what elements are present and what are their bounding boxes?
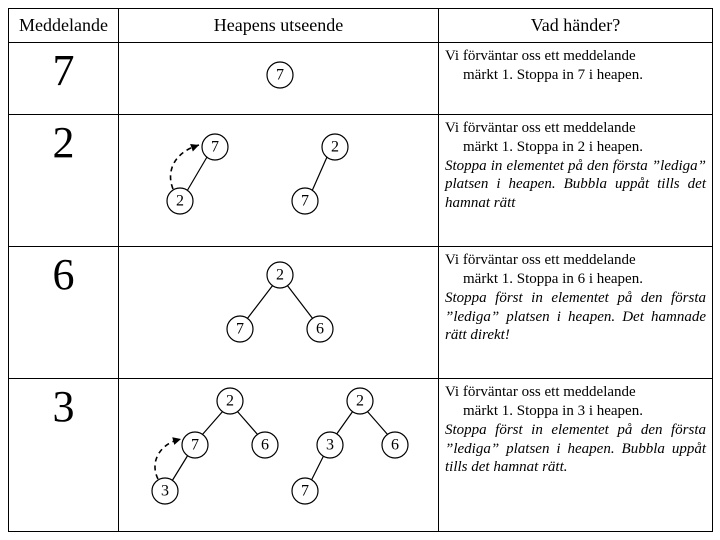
svg-text:7: 7 xyxy=(236,321,244,338)
header-vad: Vad händer? xyxy=(439,9,713,43)
svg-text:7: 7 xyxy=(191,437,199,454)
message-cell: 6 xyxy=(9,247,119,379)
svg-text:2: 2 xyxy=(176,193,184,210)
message-cell: 2 xyxy=(9,115,119,247)
svg-text:7: 7 xyxy=(301,193,309,210)
svg-text:6: 6 xyxy=(261,437,269,454)
table-row: 2 7 2 2 7 Vi förväntar oss ett meddelandemärk… xyxy=(9,115,713,247)
svg-text:2: 2 xyxy=(356,393,364,410)
svg-text:7: 7 xyxy=(301,483,309,500)
svg-text:2: 2 xyxy=(331,139,339,156)
heap-cell: 2 7 6 3 2 3 6 7 xyxy=(119,379,439,532)
svg-text:2: 2 xyxy=(226,393,234,410)
description-cell: Vi förväntar oss ett meddelandemärkt 1. … xyxy=(439,247,713,379)
svg-text:6: 6 xyxy=(391,437,399,454)
svg-text:6: 6 xyxy=(316,321,324,338)
svg-text:3: 3 xyxy=(161,483,169,500)
message-cell: 7 xyxy=(9,43,119,115)
table-row: 7 7 Vi förväntar oss ett meddelandemärkt 1… xyxy=(9,43,713,115)
message-cell: 3 xyxy=(9,379,119,532)
heap-cell: 7 2 2 7 xyxy=(119,115,439,247)
description-cell: Vi förväntar oss ett meddelandemärkt 1. … xyxy=(439,115,713,247)
heap-cell: 7 xyxy=(119,43,439,115)
table-row: 3 2 7 6 3 2 3 6 7 Vi förväntar oss ett meddelande… xyxy=(9,379,713,532)
table-row: 6 2 7 6 Vi förväntar oss ett meddelandemärkt… xyxy=(9,247,713,379)
header-heapens: Heapens utseende xyxy=(119,9,439,43)
header-meddelande: Meddelande xyxy=(9,9,119,43)
svg-text:3: 3 xyxy=(326,437,334,454)
svg-text:7: 7 xyxy=(276,67,284,84)
heap-steps-table: Meddelande Heapens utseende Vad händer? … xyxy=(8,8,713,532)
heap-cell: 2 7 6 xyxy=(119,247,439,379)
svg-text:7: 7 xyxy=(211,139,219,156)
svg-text:2: 2 xyxy=(276,267,284,284)
description-cell: Vi förväntar oss ett meddelandemärkt 1. … xyxy=(439,379,713,532)
description-cell: Vi förväntar oss ett meddelandemärkt 1. … xyxy=(439,43,713,115)
